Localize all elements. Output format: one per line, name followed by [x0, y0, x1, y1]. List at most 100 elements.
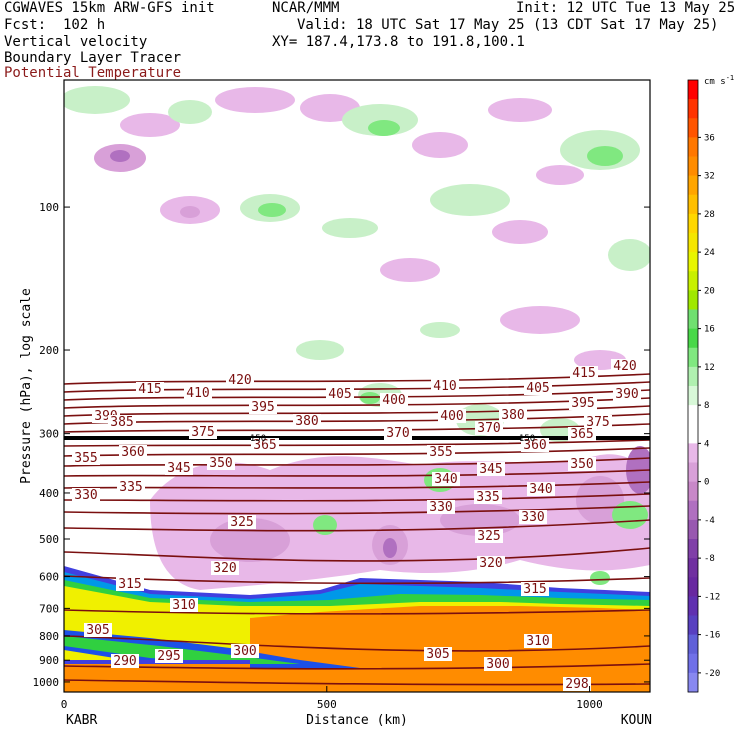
theta-label: 300 — [233, 644, 256, 659]
colorbar-label: 4 — [704, 439, 709, 449]
theta-label: 370 — [477, 421, 500, 436]
field-vertical-velocity: Vertical velocity — [4, 34, 148, 50]
theta-label: 385 — [110, 415, 133, 430]
cross-section-xy: XY= 187.4,173.8 to 191.8,100.1 — [272, 34, 525, 50]
theta-label: 320 — [479, 556, 502, 571]
colorbar-swatch — [688, 462, 698, 483]
colorbar-swatch — [688, 405, 698, 425]
y-tick-label: 1000 — [33, 676, 60, 689]
theta-label: 400 — [440, 409, 463, 424]
x-axis: 0 500 1000 — [61, 686, 603, 711]
colorbar-swatch — [688, 252, 698, 272]
y-axis-label: Pressure (hPa), log scale — [19, 288, 34, 484]
theta-label-bg — [484, 657, 512, 671]
theta-label: 365 — [253, 438, 276, 453]
theta-label: 295 — [157, 649, 180, 664]
colorbar-label: -20 — [704, 669, 720, 679]
theta-label-bg — [569, 396, 597, 410]
theta-label: 355 — [74, 451, 97, 466]
colorbar-label: -16 — [704, 631, 720, 641]
colorbar-swatch — [688, 175, 698, 196]
theta-label-bg — [116, 577, 144, 591]
theta-label-bg — [326, 387, 354, 401]
colorbar-swatch — [688, 194, 698, 215]
theta-label: 415 — [572, 366, 595, 381]
theta-label: 360 — [121, 445, 144, 460]
theta-label: 315 — [118, 577, 141, 592]
theta-label-bg — [249, 400, 277, 414]
theta-label: 335 — [119, 480, 142, 495]
colorbar-swatch — [688, 156, 698, 177]
x-tick-label: 1000 — [576, 698, 603, 711]
theta-label: 325 — [477, 529, 500, 544]
theta-label-bg — [293, 414, 321, 428]
theta-label: 345 — [167, 461, 190, 476]
theta-label-bg — [474, 490, 502, 504]
colorbar-swatch — [688, 539, 698, 559]
x-axis-label: Distance (km) — [306, 713, 408, 728]
colorbar-swatch — [688, 233, 698, 253]
colorbar-swatch — [688, 347, 698, 368]
colorbar-swatch — [688, 634, 698, 655]
x-end-station: KOUN — [621, 713, 652, 728]
y-tick-label: 700 — [39, 602, 59, 615]
colorbar-label: 8 — [704, 401, 709, 411]
colorbar-swatch — [688, 519, 698, 540]
model-title: CGWAVES 15km ARW-GFS init — [4, 0, 215, 16]
colorbar-label: 32 — [704, 172, 715, 182]
theta-label: 310 — [172, 598, 195, 613]
theta-label-bg — [424, 647, 452, 661]
theta-label: 310 — [526, 634, 549, 649]
theta-label: 340 — [529, 482, 552, 497]
colorbar-swatch — [688, 213, 698, 234]
colorbar-label: 24 — [704, 248, 715, 258]
theta-label: 410 — [186, 386, 209, 401]
theta-label: 305 — [426, 647, 449, 662]
colorbar-swatch — [688, 290, 698, 310]
theta-label-bg — [231, 644, 259, 658]
theta-label-bg — [524, 381, 552, 395]
y-tick-label: 400 — [39, 487, 59, 500]
theta-label-bg — [570, 366, 598, 380]
colorbar-swatch — [688, 577, 698, 597]
theta-label: 320 — [213, 561, 236, 576]
theta-label-bg — [584, 415, 612, 429]
theta-label-bg — [72, 451, 100, 465]
theta-label-bg — [155, 649, 183, 663]
theta-label-bg — [477, 462, 505, 476]
field-boundary-layer-tracer: Boundary Layer Tracer — [4, 50, 182, 66]
colorbar-swatch — [688, 596, 698, 616]
y-tick-label: 900 — [39, 654, 59, 667]
y-tick-label: 500 — [39, 533, 59, 546]
colorbar-swatch — [688, 80, 698, 100]
colorbar-swatch — [688, 424, 698, 444]
theta-label: 345 — [479, 462, 502, 477]
theta-label-bg — [111, 654, 139, 668]
init-time: Init: 12 UTC Tue 13 May 25 — [516, 0, 736, 16]
theta-label: 325 — [230, 515, 253, 530]
colorbar-label: -4 — [704, 516, 715, 526]
theta-label-bg — [568, 427, 596, 441]
colorbar-label: 16 — [704, 325, 715, 335]
theta-label: 405 — [328, 387, 351, 402]
theta-label-bg — [84, 623, 112, 637]
colorbar-swatch — [688, 653, 698, 674]
colorbar-swatch — [688, 672, 698, 693]
theta-label-bg — [432, 472, 460, 486]
theta-label-bg — [499, 408, 527, 422]
theta-label: 300 — [486, 657, 509, 672]
theta-label: 405 — [526, 381, 549, 396]
colorbar-swatch — [688, 328, 698, 349]
theta-label: 400 — [382, 393, 405, 408]
x-tick-label: 500 — [317, 698, 337, 711]
colorbar-swatch — [688, 137, 698, 157]
colorbar-swatch — [688, 99, 698, 119]
theta-label-bg — [438, 409, 466, 423]
org-label: NCAR/MMM — [272, 0, 340, 16]
theta-label: 365 — [570, 427, 593, 442]
colorbar-swatch — [688, 386, 698, 406]
theta-label-bg — [475, 529, 503, 543]
colorbar-swatch — [688, 443, 698, 463]
x-tick-label: 0 — [61, 698, 68, 711]
theta-label: 305 — [86, 623, 109, 638]
